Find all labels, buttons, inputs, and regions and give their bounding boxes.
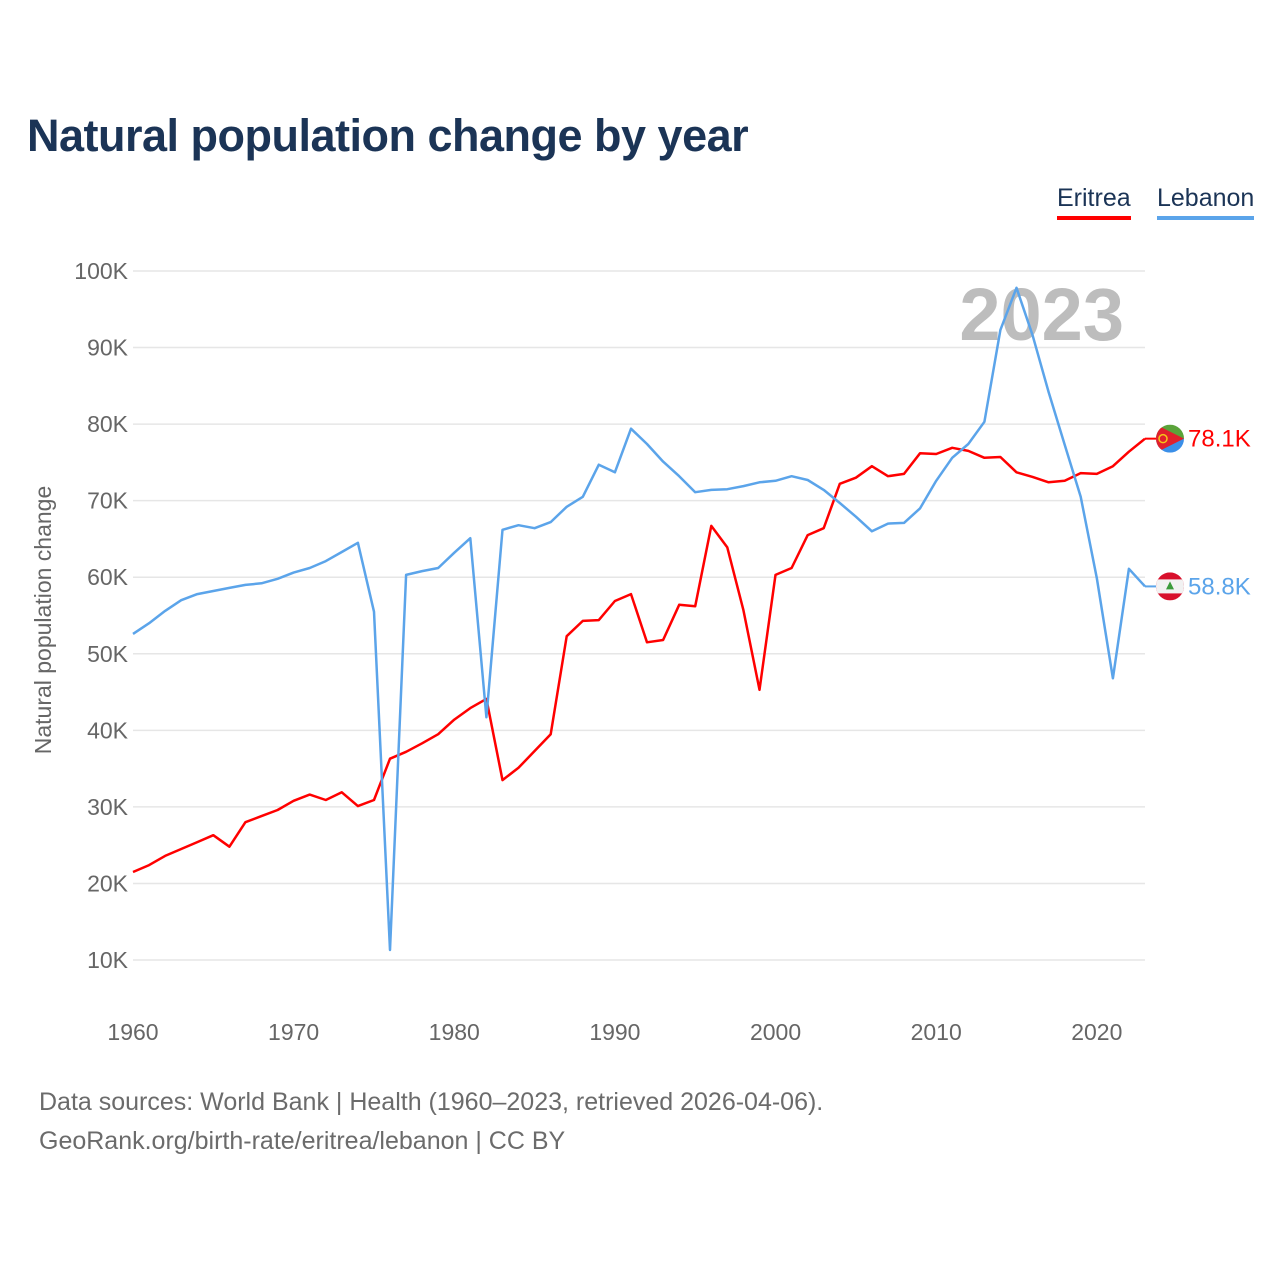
series-lines [132, 286, 1146, 952]
y-tick-label: 100K [74, 258, 128, 284]
credit-link[interactable]: GeoRank.org/birth-rate/eritrea/lebanon |… [39, 1127, 566, 1155]
legend-item-lebanon[interactable]: Lebanon [1157, 184, 1255, 220]
x-tick-label: 1960 [107, 1019, 158, 1045]
chart-title: Natural population change by year [27, 110, 749, 161]
series-line-lebanon [132, 286, 1146, 952]
y-axis-label: Natural population change [30, 486, 56, 755]
x-tick-label: 2000 [750, 1019, 801, 1045]
y-tick-label: 70K [87, 488, 129, 514]
x-tick-label: 1970 [268, 1019, 319, 1045]
y-tick-label: 80K [87, 411, 129, 437]
y-tick-label: 60K [87, 564, 129, 590]
x-tick-label: 2020 [1071, 1019, 1122, 1045]
y-tick-label: 50K [87, 641, 129, 667]
end-value-label: 78.1K [1188, 426, 1251, 453]
eritrea-flag-icon [1156, 424, 1184, 453]
y-tick-label: 90K [87, 335, 129, 361]
y-tick-label: 40K [87, 717, 129, 743]
end-labels: 78.1K 58.8K [1145, 424, 1251, 601]
gridlines [133, 270, 1145, 961]
y-tick-label: 10K [87, 947, 129, 973]
end-value-label: 58.8K [1188, 573, 1251, 600]
x-tick-label: 1990 [589, 1019, 640, 1045]
y-tick-label: 20K [87, 870, 129, 896]
x-axis-ticks: 1960 1970 1980 1990 2000 2010 2020 [107, 1019, 1122, 1045]
data-source-note: Data sources: World Bank | Health (1960–… [39, 1088, 824, 1116]
series-line-eritrea [132, 437, 1146, 874]
x-tick-label: 2010 [911, 1019, 962, 1045]
y-axis-ticks: 10K 20K 30K 40K 50K 60K 70K 80K 90K 100K [74, 258, 128, 973]
x-tick-label: 1980 [429, 1019, 480, 1045]
legend-item-eritrea[interactable]: Eritrea [1057, 184, 1131, 220]
lebanon-flag-icon [1156, 572, 1184, 601]
year-watermark: 2023 [959, 273, 1124, 356]
y-tick-label: 30K [87, 794, 129, 820]
